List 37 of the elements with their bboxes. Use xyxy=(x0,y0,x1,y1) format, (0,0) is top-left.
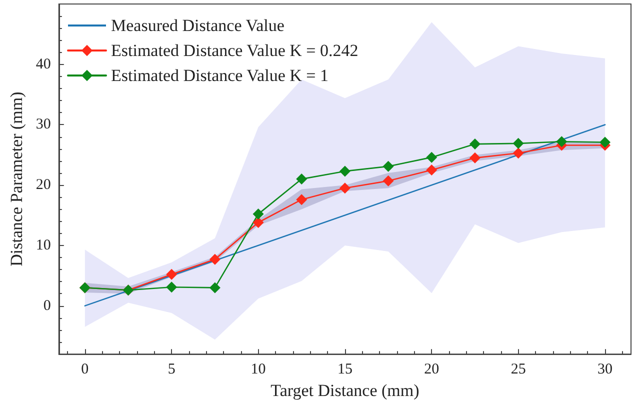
point xyxy=(382,175,394,186)
point xyxy=(426,164,438,176)
y-tick-label: 40 xyxy=(36,56,51,72)
legend-label: Estimated Distance Value K = 0.242 xyxy=(111,41,358,60)
y-tick-label: 10 xyxy=(36,237,51,254)
y-axis-title: Distance Parameter (mm) xyxy=(7,92,26,266)
point xyxy=(512,138,524,149)
x-tick-label: 5 xyxy=(168,362,176,378)
point xyxy=(556,136,568,148)
point xyxy=(469,138,480,150)
x-tick-label: 15 xyxy=(337,362,352,378)
x-tick-label: 20 xyxy=(424,362,440,378)
point xyxy=(166,268,178,280)
point xyxy=(296,174,308,185)
y-tick-label: 30 xyxy=(36,116,51,133)
y-tick-label: 20 xyxy=(36,177,51,194)
point xyxy=(599,136,610,148)
point xyxy=(166,282,178,293)
point xyxy=(382,160,394,172)
point xyxy=(426,152,438,163)
legend-label: Estimated Distance Value K = 1 xyxy=(111,66,328,85)
x-tick-label: 25 xyxy=(510,362,526,378)
point xyxy=(296,194,308,206)
point xyxy=(339,166,350,177)
y-tick-label: 0 xyxy=(43,298,51,314)
point xyxy=(209,282,220,294)
x-axis-title: Target Distance (mm) xyxy=(270,381,420,400)
point xyxy=(209,254,220,265)
x-tick-label: 0 xyxy=(81,362,89,378)
point xyxy=(252,217,264,228)
point xyxy=(469,152,480,164)
point xyxy=(252,208,264,220)
x-tick-label: 10 xyxy=(250,362,266,378)
point xyxy=(512,148,524,159)
legend-label: Measured Distance Value xyxy=(111,16,284,35)
point xyxy=(339,182,350,194)
x-tick-label: 30 xyxy=(597,362,612,378)
